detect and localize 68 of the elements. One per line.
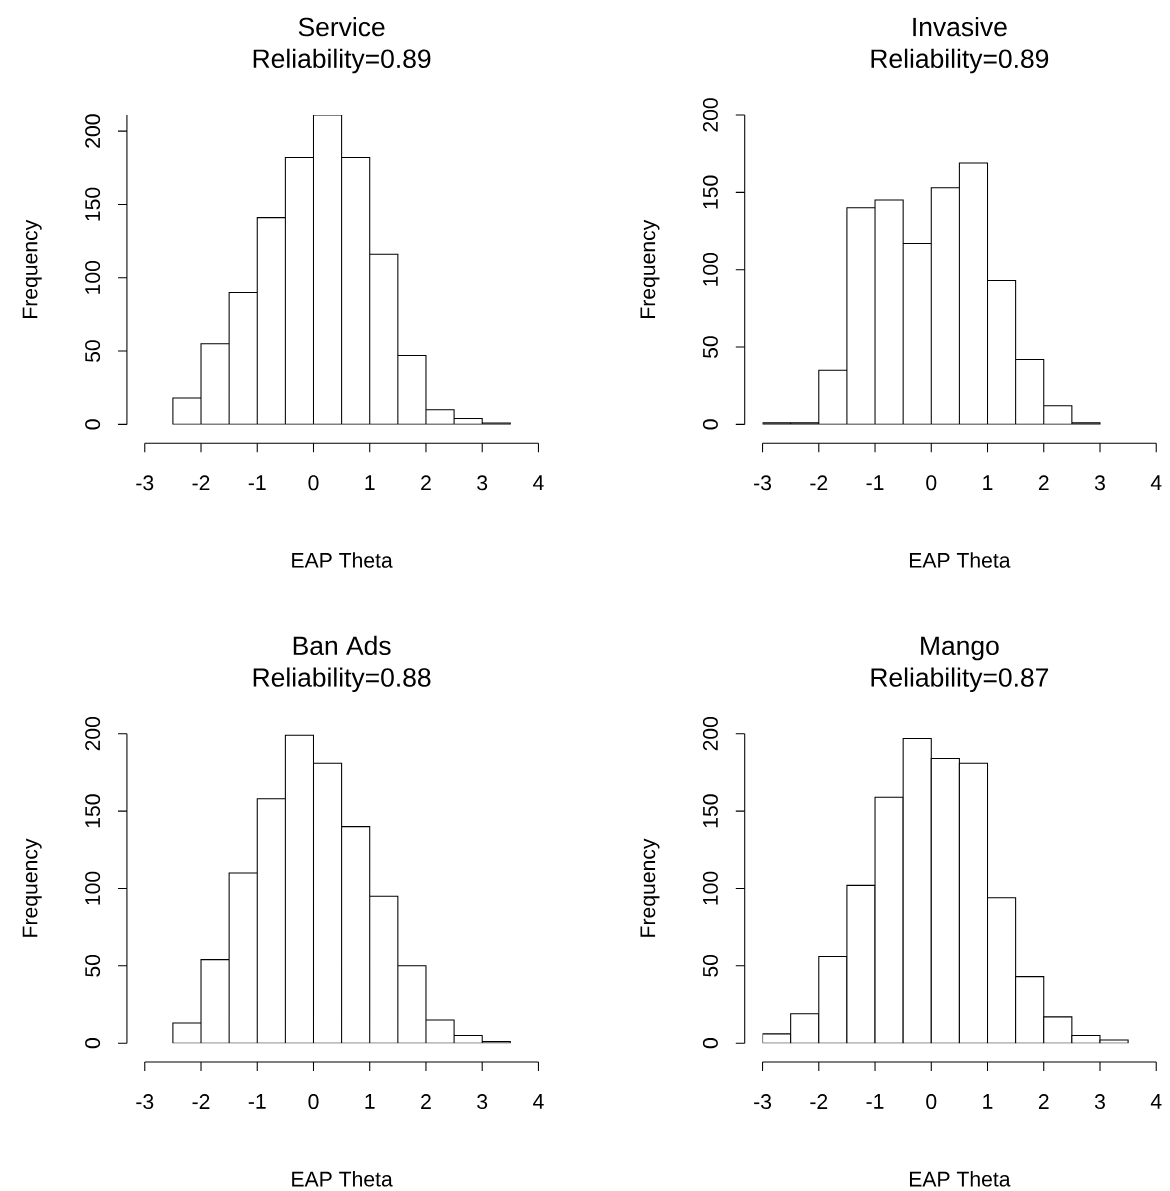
x-tick-label: -3 xyxy=(136,1094,154,1110)
y-axis-title: Frequency xyxy=(640,838,660,937)
y-tick-label: 50 xyxy=(85,340,101,362)
chart-title: Service xyxy=(298,16,385,37)
y-tick-label: 150 xyxy=(85,187,101,221)
y-tick-label: 100 xyxy=(85,260,101,294)
x-tick-label: 1 xyxy=(365,1094,375,1109)
y-tick-label: 50 xyxy=(85,954,101,977)
chart-subtitle: Reliability=0.89 xyxy=(871,48,1049,74)
y-tick-label: 0 xyxy=(85,1038,101,1049)
chart-title: Ban Ads xyxy=(293,635,391,656)
y-tick-label: 150 xyxy=(85,794,101,828)
x-axis-title: EAP Theta xyxy=(292,1171,393,1187)
y-axis-title: Frequency xyxy=(22,219,42,318)
x-axis-title: EAP Theta xyxy=(292,552,393,568)
y-axis-title: Frequency xyxy=(22,838,42,937)
y-tick-label: 0 xyxy=(702,419,718,430)
y-tick-label: 50 xyxy=(702,954,718,977)
x-tick-label: 4 xyxy=(532,475,544,490)
x-tick-label: 2 xyxy=(421,1094,431,1109)
y-tick-label: 200 xyxy=(702,716,718,751)
x-tick-label: -3 xyxy=(136,475,154,491)
x-tick-label: -2 xyxy=(192,1094,210,1109)
chart-title: Mango xyxy=(921,636,999,661)
x-axis-title: EAP Theta xyxy=(909,1171,1011,1187)
y-tick-label: 150 xyxy=(702,175,718,209)
x-tick-label: 0 xyxy=(926,475,937,491)
x-tick-label: 3 xyxy=(477,475,488,491)
x-tick-label: -1 xyxy=(248,1094,266,1109)
x-tick-label: 4 xyxy=(532,1094,544,1109)
y-tick-label: 100 xyxy=(702,252,718,286)
x-tick-label: 0 xyxy=(308,1094,319,1110)
y-tick-label: 0 xyxy=(702,1038,718,1049)
chart-title: Invasive xyxy=(913,16,1007,37)
y-tick-label: 0 xyxy=(85,419,101,430)
x-tick-label: 3 xyxy=(477,1094,488,1110)
y-tick-label: 200 xyxy=(702,98,718,132)
x-tick-label: -1 xyxy=(866,1094,884,1109)
x-tick-label: 3 xyxy=(1094,475,1105,491)
y-tick-label: 200 xyxy=(85,114,101,148)
x-tick-label: 2 xyxy=(1038,475,1049,491)
x-tick-label: 1 xyxy=(983,475,993,490)
x-tick-label: 2 xyxy=(421,475,431,491)
x-tick-label: -2 xyxy=(192,475,210,491)
x-tick-label: -2 xyxy=(810,475,828,491)
y-tick-label: 50 xyxy=(702,336,718,358)
x-tick-label: 3 xyxy=(1094,1094,1105,1110)
y-tick-label: 200 xyxy=(85,716,101,751)
x-tick-label: -3 xyxy=(754,1094,771,1110)
y-tick-label: 150 xyxy=(702,794,718,828)
x-tick-label: 0 xyxy=(926,1094,937,1110)
x-tick-label: 4 xyxy=(1150,1094,1162,1109)
chart-subtitle: Reliability=0.88 xyxy=(253,667,431,693)
y-axis-title: Frequency xyxy=(640,219,660,318)
x-tick-label: -1 xyxy=(248,475,266,490)
x-tick-label: 2 xyxy=(1038,1094,1049,1109)
x-tick-label: -1 xyxy=(866,475,884,490)
x-tick-label: 1 xyxy=(365,475,375,490)
y-tick-label: 100 xyxy=(85,871,101,905)
chart-subtitle: Reliability=0.89 xyxy=(253,48,431,74)
x-tick-label: -2 xyxy=(810,1094,828,1109)
x-tick-label: 1 xyxy=(983,1094,993,1109)
x-axis-title: EAP Theta xyxy=(909,552,1011,568)
chart-subtitle: Reliability=0.87 xyxy=(871,667,1049,693)
x-tick-label: 0 xyxy=(308,475,319,491)
x-tick-label: -3 xyxy=(754,475,771,491)
x-tick-label: 4 xyxy=(1150,475,1162,490)
y-tick-label: 100 xyxy=(702,871,718,905)
